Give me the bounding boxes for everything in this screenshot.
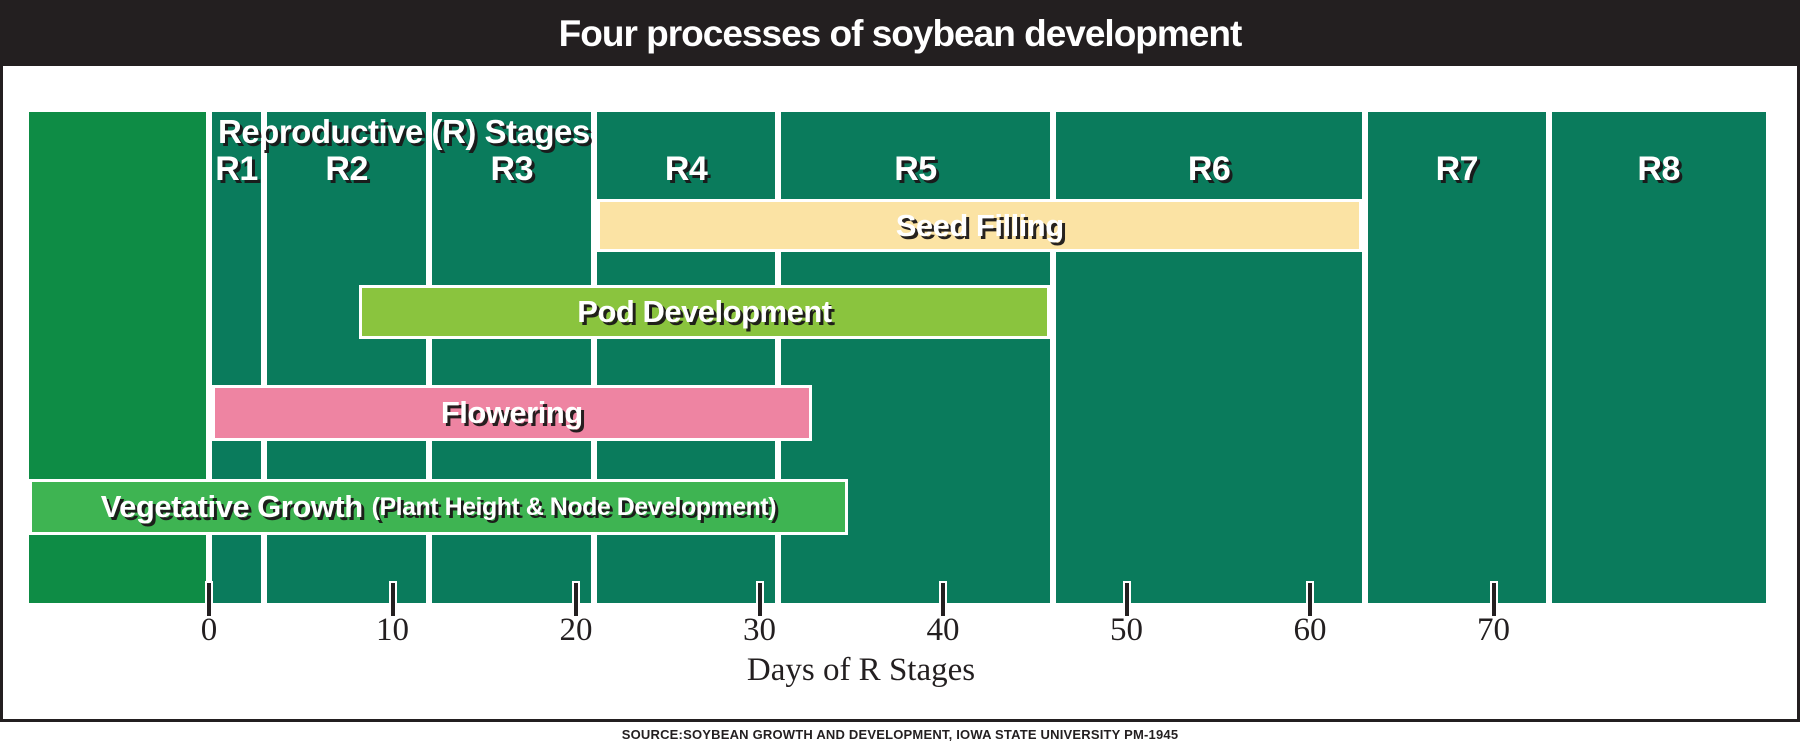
axis-tick-0	[205, 581, 213, 618]
process-bar-flowering: Flowering	[212, 385, 812, 441]
axis-tick-70	[1489, 581, 1498, 618]
axis-tick-label-20: 20	[559, 612, 593, 648]
reproductive-stages-heading: Reproductive (R) Stages	[218, 113, 590, 150]
process-bar-seed-filling: Seed Filling	[597, 199, 1363, 252]
chart-title: Four processes of soybean development	[558, 13, 1243, 54]
axis-tick-50	[1122, 581, 1131, 618]
stage-panel-r6	[1056, 112, 1363, 603]
chart-border-right	[1797, 66, 1800, 721]
chart-border-left	[0, 66, 3, 721]
axis-tick-10	[388, 581, 397, 618]
axis-tick-label-50: 50	[1110, 612, 1143, 648]
process-bar-label: Pod Development	[577, 294, 832, 329]
stage-panel-r8	[1551, 112, 1766, 603]
chart-border-bottom	[0, 719, 1800, 722]
axis-tick-label-30: 30	[743, 612, 776, 648]
process-bar-label: Flowering	[440, 395, 583, 430]
process-bar-sublabel: (Plant Height & Node Development)	[371, 492, 777, 521]
axis-tick-label-0: 0	[200, 612, 218, 648]
process-bar-vegetative-growth: Vegetative Growth (Plant Height & Node De…	[28, 479, 849, 535]
process-bar-label: Vegetative Growth	[100, 489, 363, 524]
axis-tick-40	[939, 581, 947, 618]
process-bar-label: Seed Filling	[895, 207, 1064, 243]
axis-tick-label-60: 60	[1293, 612, 1327, 648]
title-bar: Four processes of soybean development	[0, 0, 1800, 66]
axis-tick-30	[755, 581, 764, 618]
axis-tick-label-10: 10	[376, 612, 409, 648]
stage-panel-r7	[1368, 112, 1546, 603]
process-bar-pod-development: Pod Development	[358, 285, 1051, 339]
axis-tick-20	[572, 581, 580, 618]
x-axis-label: Days of R Stages	[746, 652, 976, 688]
source-attribution: SOURCE:SOYBEAN GROWTH AND DEVELOPMENT, I…	[621, 726, 1179, 742]
axis-tick-60	[1306, 581, 1314, 618]
axis-tick-label-40: 40	[926, 612, 960, 648]
axis-tick-label-70: 70	[1477, 612, 1510, 648]
